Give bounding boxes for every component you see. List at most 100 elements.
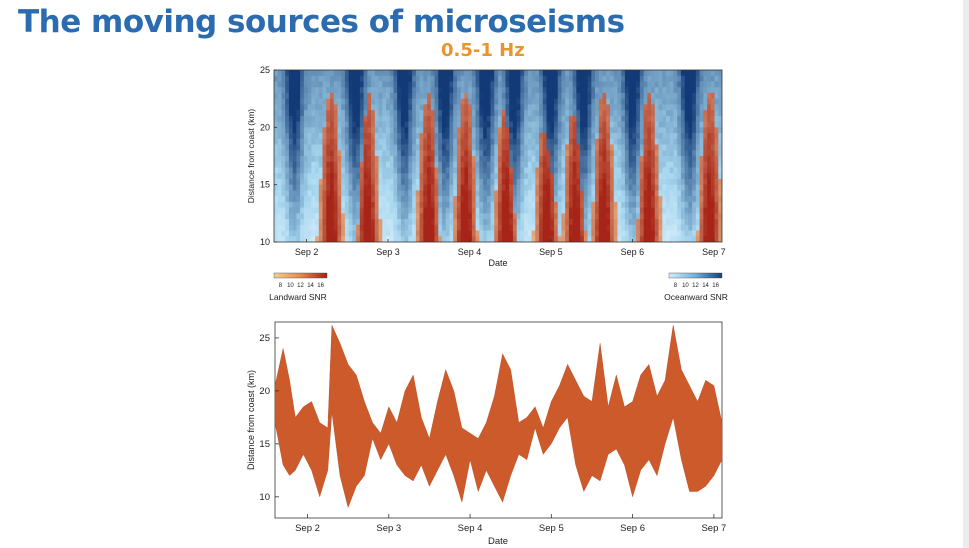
heatmap-cell xyxy=(397,196,402,203)
heatmap-cell xyxy=(412,196,417,203)
heatmap-cell xyxy=(539,127,544,134)
heatmap-cell xyxy=(382,230,387,237)
heatmap-cell xyxy=(707,161,712,168)
heatmap-cell xyxy=(288,167,294,174)
heatmap-cell xyxy=(707,133,712,140)
heatmap-cell xyxy=(434,161,439,168)
heatmap-cell xyxy=(434,196,439,203)
heatmap-cell xyxy=(318,110,323,117)
heatmap-cell xyxy=(486,196,491,203)
heatmap-cell xyxy=(408,236,413,242)
heatmap-cell xyxy=(341,207,346,214)
heatmap-cell xyxy=(486,224,491,231)
heatmap-cell xyxy=(531,236,536,242)
heatmap-cell xyxy=(307,178,312,186)
heatmap-cell xyxy=(546,201,551,208)
heatmap-cell xyxy=(296,75,301,82)
heatmap-cell xyxy=(374,201,379,208)
heatmap-cell xyxy=(296,70,301,77)
heatmap-cell xyxy=(471,70,476,77)
heatmap-cell xyxy=(707,150,712,157)
heatmap-cell xyxy=(378,190,383,197)
heatmap-cell xyxy=(535,133,540,140)
heatmap-cell xyxy=(710,167,715,174)
heatmap-cell xyxy=(632,224,637,231)
heatmap-cell xyxy=(423,190,428,197)
heatmap-x-tick-label: Sep 3 xyxy=(376,247,400,257)
heatmap-cell xyxy=(527,127,532,134)
heatmap-cell xyxy=(483,219,488,226)
heatmap-cell xyxy=(710,224,715,231)
heatmap-cell xyxy=(352,98,357,105)
heatmap-cell xyxy=(460,98,465,105)
heatmap-cell xyxy=(483,230,488,237)
heatmap-cell xyxy=(580,213,585,220)
heatmap-cell xyxy=(288,207,294,214)
heatmap-cell xyxy=(505,167,510,174)
heatmap-cell xyxy=(628,150,633,157)
heatmap-cell xyxy=(677,115,682,122)
heatmap-cell xyxy=(680,115,686,122)
heatmap-cell xyxy=(456,104,462,111)
heatmap-cell xyxy=(680,224,686,231)
heatmap-cell xyxy=(550,156,555,163)
heatmap-cell xyxy=(371,104,376,111)
heatmap-cell xyxy=(415,81,420,88)
heatmap-cell xyxy=(647,98,652,105)
heatmap-cell xyxy=(662,127,667,134)
heatmap-cell xyxy=(288,127,294,134)
heatmap-cell xyxy=(595,70,600,77)
heatmap-cell xyxy=(292,213,297,220)
heatmap-cell xyxy=(359,98,364,105)
heatmap-cell xyxy=(568,75,574,82)
heatmap-cell xyxy=(639,207,644,214)
heatmap-cell xyxy=(613,207,618,214)
heatmap-cell xyxy=(710,201,715,208)
heatmap-cell xyxy=(352,150,357,157)
heatmap-cell xyxy=(509,173,514,180)
heatmap-cell xyxy=(490,127,495,134)
heatmap-cell xyxy=(546,156,551,163)
heatmap-cell xyxy=(322,115,327,122)
heatmap-cell xyxy=(322,173,327,180)
heatmap-cell xyxy=(378,178,383,186)
heatmap-cell xyxy=(610,196,615,203)
heatmap-cell xyxy=(456,224,462,231)
heatmap-cell xyxy=(658,190,663,197)
heatmap-cell xyxy=(453,138,458,145)
heatmap-cell xyxy=(554,150,559,157)
heatmap-cell xyxy=(546,104,551,111)
heatmap-cell xyxy=(542,196,547,203)
heatmap-cell xyxy=(654,138,659,145)
heatmap-cell xyxy=(460,92,465,100)
heatmap-cell xyxy=(714,178,719,186)
heatmap-cell xyxy=(341,81,346,88)
heatmap-cell xyxy=(669,178,674,186)
heatmap-cell xyxy=(475,219,480,226)
heatmap-cell xyxy=(326,196,331,203)
heatmap-cell xyxy=(673,156,678,163)
heatmap-cell xyxy=(352,161,357,168)
heatmap-cell xyxy=(404,127,409,134)
heatmap-cell xyxy=(486,219,491,226)
heatmap-cell xyxy=(677,167,682,174)
heatmap-cell xyxy=(494,92,499,100)
heatmap-cell xyxy=(680,144,686,151)
heatmap-cell xyxy=(677,213,682,220)
heatmap-cell xyxy=(322,150,327,157)
heatmap-cell xyxy=(382,196,387,203)
heatmap-cell xyxy=(583,201,588,208)
heatmap-cell xyxy=(662,219,667,226)
heatmap-cell xyxy=(632,201,637,208)
heatmap-cell xyxy=(348,98,353,105)
heatmap-cell xyxy=(520,138,525,145)
heatmap-cell xyxy=(695,161,700,168)
heatmap-cell xyxy=(389,81,394,88)
heatmap-cell xyxy=(680,110,686,117)
heatmap-cell xyxy=(330,173,335,180)
range-y-tick-label: 25 xyxy=(259,333,270,344)
heatmap-cell xyxy=(695,98,700,105)
heatmap-cell xyxy=(348,144,353,151)
heatmap-cell xyxy=(464,98,469,105)
heatmap-cell xyxy=(483,196,488,203)
